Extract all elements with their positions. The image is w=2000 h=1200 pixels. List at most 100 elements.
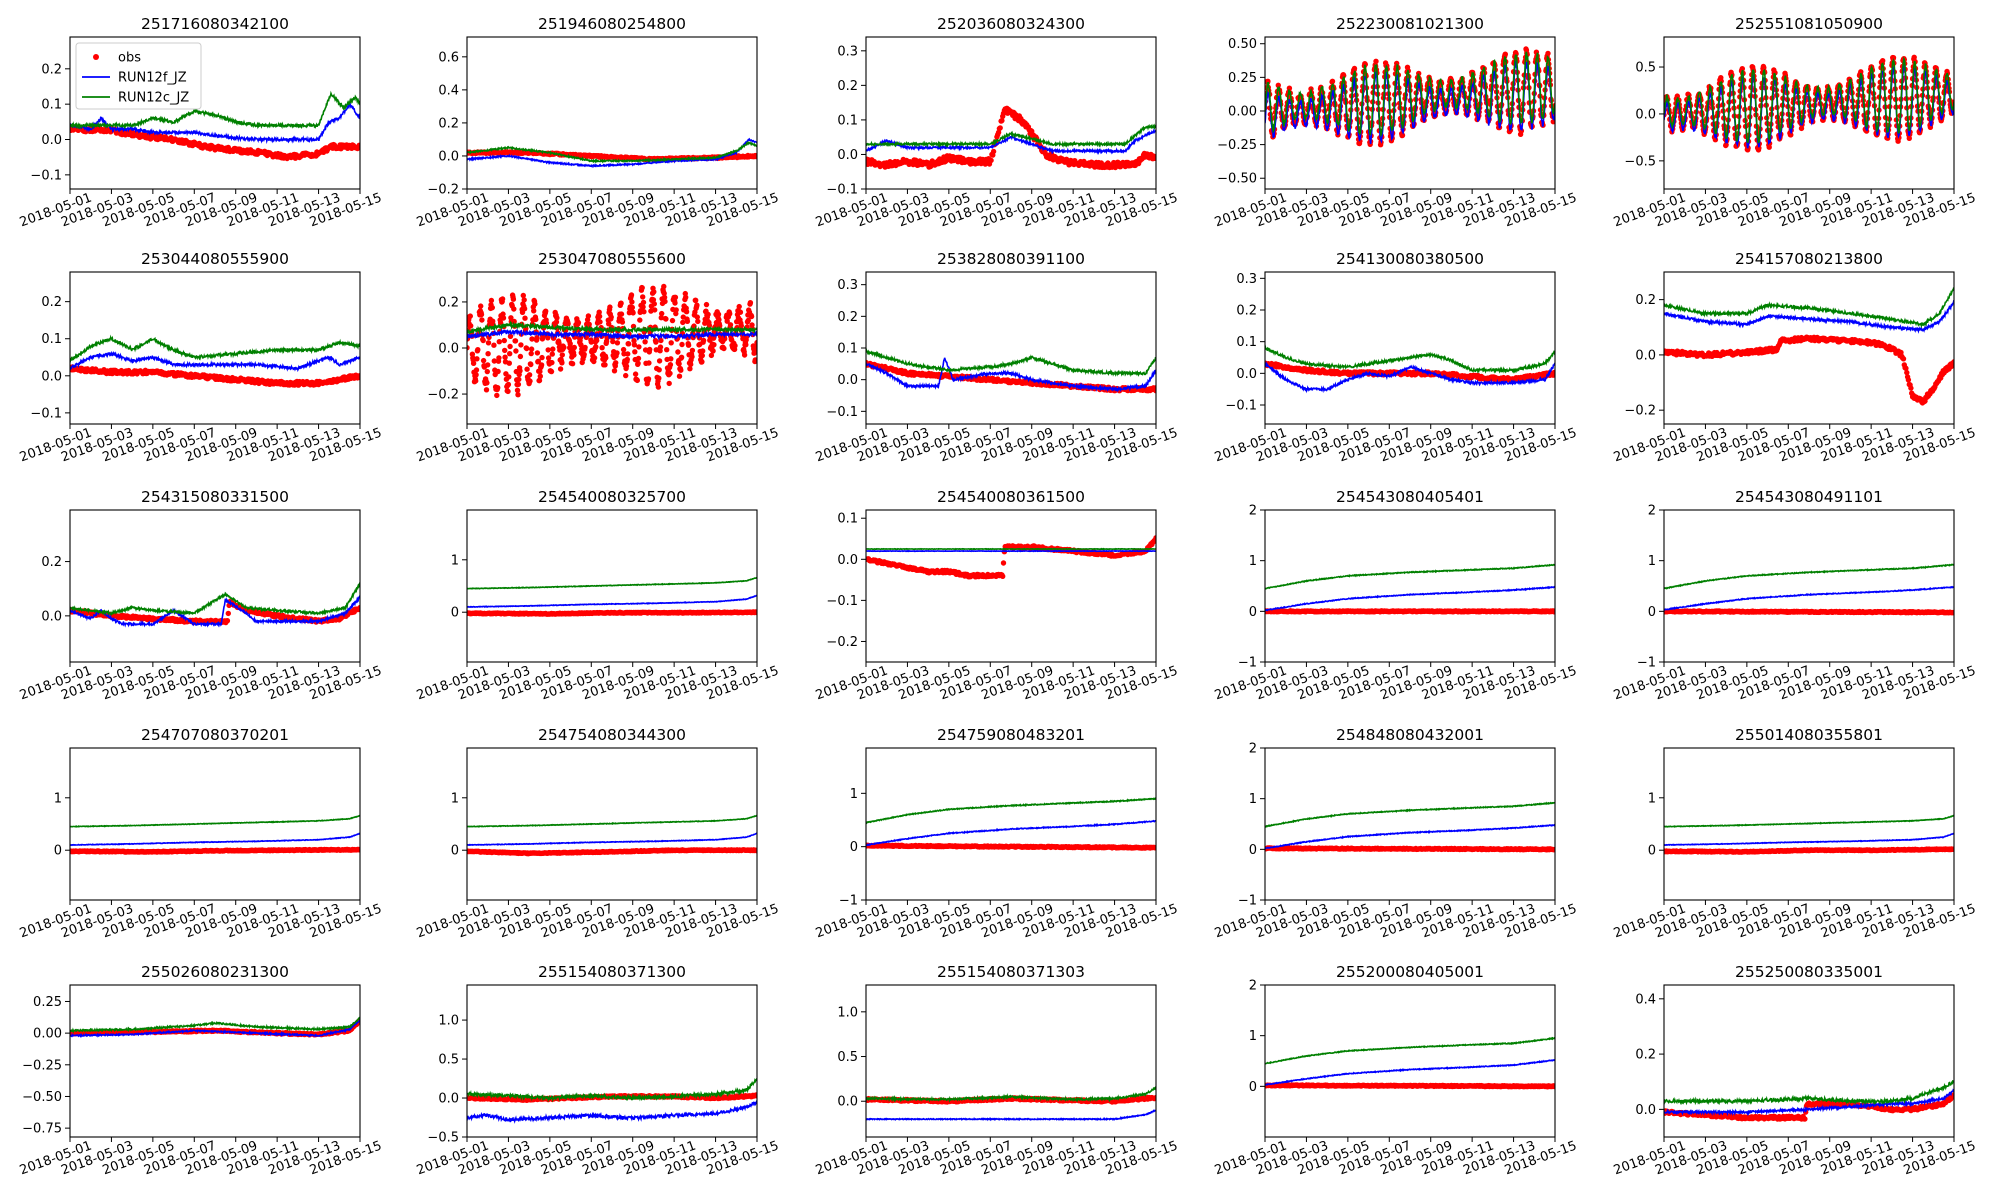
series-run12f-line [866,127,1156,156]
y-tick-label: −0.1 [826,183,858,198]
panel-254130080380500: 254130080380500−0.10.00.10.20.32018-05-0… [1213,250,1579,465]
obs-point [630,310,636,316]
obs-point [653,339,659,345]
obs-point [623,372,629,379]
y-tick-label: 0.1 [41,98,62,113]
obs-point [483,387,490,393]
y-tick-label: 0.3 [837,44,858,59]
y-tick-label: −0.50 [1217,172,1257,187]
obs-point [1550,119,1555,125]
obs-point [1911,54,1917,60]
obs-point [705,311,711,318]
y-tick-label: 0.2 [837,310,858,325]
obs-point [518,342,524,348]
obs-point [554,315,560,321]
obs-point [571,344,577,351]
obs-point [1416,70,1422,77]
obs-point [502,347,508,354]
obs-point [1552,372,1555,378]
obs-point [553,319,560,325]
obs-point [537,368,543,375]
obs-point [640,294,646,300]
y-tick-label: −0.2 [1624,404,1656,419]
obs-point [505,381,512,388]
y-tick-label: 0.00 [1228,104,1257,119]
obs-point [507,333,514,339]
obs-point [603,355,609,361]
axes-frame [865,36,1157,190]
plot-area [1265,46,1555,148]
obs-point [537,373,543,379]
obs-point [727,311,733,317]
obs-point [650,297,657,303]
obs-point [478,303,484,309]
panel-252230081021300: 252230081021300−0.50−0.250.000.250.50201… [1213,15,1579,230]
obs-point [548,368,555,375]
obs-point [618,311,625,317]
obs-point [656,375,662,381]
obs-point [1518,128,1525,134]
y-tick-label: 0.0 [438,342,459,357]
obs-point [606,321,612,327]
obs-point [575,319,582,326]
y-tick-label: 0.0 [41,369,62,384]
y-tick-label: −0.1 [1225,399,1257,414]
obs-point [684,318,691,324]
obs-point [557,366,564,372]
obs-point [494,392,500,399]
obs-point [656,367,662,373]
obs-point [629,299,635,305]
obs-point [700,348,706,354]
panel-title: 251716080342100 [141,15,289,33]
obs-point [999,117,1005,124]
y-tick-label: 0.2 [438,295,459,310]
obs-point [678,367,684,373]
panel-title: 253828080391100 [937,250,1085,268]
y-tick-label: −0.1 [826,405,858,420]
series-run12f-line [467,327,757,342]
obs-point [474,356,480,362]
obs-point [1153,154,1156,160]
legend-label: obs [118,51,141,66]
plot-area [866,348,1156,394]
obs-point [628,292,635,298]
obs-point [656,358,663,364]
obs-point [640,299,647,306]
obs-point [495,368,501,375]
obs-point [632,371,639,377]
obs-point [651,289,657,295]
panel-title: 252036080324300 [937,15,1085,33]
obs-point [1341,72,1347,79]
obs-point [741,352,748,358]
obs-point [611,368,618,374]
obs-point [668,340,674,346]
obs-point [588,339,594,345]
panel-252551081050900: 252551081050900−0.50.00.52018-05-012018-… [1612,15,1978,230]
obs-point [1502,51,1509,57]
obs-point [1905,377,1912,383]
obs-point [1098,160,1105,166]
obs-point [1863,128,1870,134]
obs-point [619,319,626,325]
obs-point [673,307,679,313]
obs-point [694,314,700,320]
obs-point [510,296,517,302]
y-tick-label: 0.2 [438,116,459,131]
series-run12c-line [866,123,1156,149]
obs-point [521,306,528,312]
panel-title: 252551081050900 [1735,15,1883,33]
obs-point [695,318,701,325]
obs-point [515,381,522,388]
y-tick-label: 0.0 [837,373,858,388]
obs-point [689,354,695,360]
obs-point [578,342,584,348]
obs-point [672,300,678,306]
obs-point [1329,78,1336,85]
obs-point [585,313,592,319]
y-tick-label: −0.1 [30,406,62,421]
obs-point [754,153,757,160]
obs-point [683,309,690,315]
obs-point [516,376,522,383]
obs-point [501,337,507,344]
